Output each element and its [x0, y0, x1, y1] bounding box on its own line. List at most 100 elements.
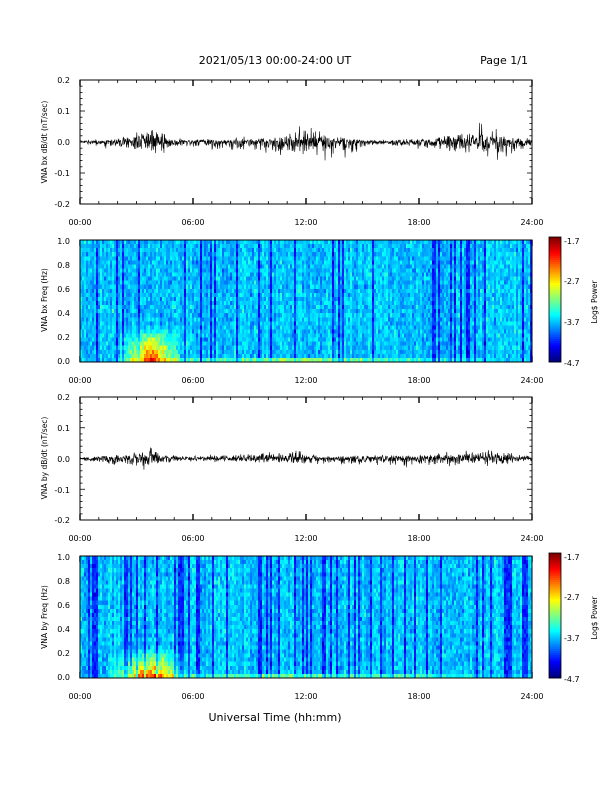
spectrogram-cell: [320, 272, 323, 277]
spectrogram-cell: [370, 317, 373, 322]
spectrogram-cell: [124, 244, 127, 249]
spectrogram-cell: [292, 301, 295, 306]
spectrogram-cell: [342, 284, 345, 290]
spectrogram-cell: [136, 329, 139, 334]
x-axis-label: Universal Time (hh:mm): [209, 711, 342, 724]
waveform-line: [79, 122, 533, 161]
spectrogram-cell: [154, 337, 157, 343]
spectrogram-cell: [166, 317, 169, 322]
spectrogram-cell: [360, 240, 363, 245]
spectrogram-cell: [314, 244, 317, 249]
spectrogram-cell: [282, 333, 285, 338]
spectrogram-cell: [296, 321, 299, 326]
spectrogram-cell: [110, 317, 113, 322]
spectrogram-cell: [216, 341, 219, 347]
spectrogram-cell: [190, 345, 193, 351]
spectrogram-cell: [160, 301, 163, 306]
spectrogram-cell: [262, 329, 265, 334]
spectrogram-cell: [352, 345, 355, 351]
spectrogram-cell: [190, 292, 193, 298]
spectrogram-cell: [80, 317, 83, 322]
spectrogram-cell: [278, 313, 281, 318]
spectrogram-cell: [204, 292, 207, 298]
spectrogram-cell: [352, 252, 355, 257]
spectrogram-cell: [282, 264, 285, 269]
spectrogram-cell: [234, 272, 237, 277]
spectrogram-cell: [212, 260, 215, 265]
spectrogram-cell: [140, 325, 143, 330]
spectrogram-cell: [318, 309, 321, 314]
spectrogram-cell: [354, 292, 357, 298]
spectrogram-cell: [136, 288, 139, 294]
spectrogram-cell: [302, 313, 305, 318]
spectrogram-cell: [376, 305, 379, 310]
spectrogram-cell: [142, 357, 145, 363]
spectrogram-cell: [310, 317, 313, 322]
xtick-label: 18:00: [407, 218, 430, 227]
spectrogram-cell: [166, 313, 169, 318]
spectrogram-cell: [220, 333, 223, 338]
spectrogram-cell: [104, 276, 107, 282]
spectrogram-cell: [388, 296, 391, 302]
spectrogram-cell: [266, 280, 269, 286]
spectrogram-cell: [334, 345, 337, 351]
spectrogram-cell: [292, 244, 295, 249]
spectrogram-cell: [96, 268, 99, 273]
spectrogram-cell: [138, 248, 141, 253]
spectrogram-cell: [348, 325, 351, 330]
spectrogram-cell: [116, 317, 119, 322]
spectrogram-cell: [120, 329, 123, 334]
spectrogram-cell: [288, 333, 291, 338]
spectrogram-cell: [214, 252, 217, 257]
spectrogram-cell: [292, 325, 295, 330]
spectrogram-cell: [220, 329, 223, 334]
spectrogram-cell: [98, 296, 101, 302]
spectrogram-cell: [354, 341, 357, 347]
spectrogram-cell: [178, 325, 181, 330]
spectrogram-cell: [130, 288, 133, 294]
spectrogram-cell: [224, 260, 227, 265]
spectrogram-cell: [256, 333, 259, 338]
spectrogram-cell: [284, 337, 287, 343]
spectrogram-cell: [82, 349, 85, 355]
spectrogram-cell: [254, 252, 257, 257]
spectrogram-cell: [302, 292, 305, 298]
spectrogram-cell: [148, 325, 151, 330]
spectrogram-cell: [108, 240, 111, 245]
spectrogram-cell: [198, 301, 201, 306]
spectrogram-cell: [116, 280, 119, 286]
spectrogram-cell: [386, 252, 389, 257]
spectrogram-cell: [346, 317, 349, 322]
spectrogram-cell: [344, 264, 347, 269]
spectrogram-cell: [128, 333, 131, 338]
spectrogram-cell: [396, 240, 399, 245]
spectrogram-cell: [350, 345, 353, 351]
spectrogram-cell: [294, 305, 297, 310]
spectrogram-cell: [216, 296, 219, 302]
spectrogram-cell: [286, 240, 289, 245]
spectrogram-cell: [298, 305, 301, 310]
spectrogram-cell: [160, 264, 163, 269]
spectrogram-cell: [236, 301, 239, 306]
ytick-label: 0.8: [57, 577, 70, 586]
spectrogram-cell: [296, 345, 299, 351]
spectrogram-cell: [226, 357, 229, 363]
spectrogram-cell: [262, 345, 265, 351]
spectrogram-cell: [200, 321, 203, 326]
spectrogram-cell: [380, 240, 383, 245]
spectrogram-cell: [298, 280, 301, 286]
spectrogram-cell: [320, 305, 323, 310]
spectrogram-cell: [94, 252, 97, 257]
spectrogram-cell: [276, 321, 279, 326]
spectrogram-cell: [194, 357, 197, 363]
spectrogram-cell: [242, 264, 245, 269]
spectrogram-cell: [202, 280, 205, 286]
colorbar-tick: -2.7: [564, 277, 580, 286]
spectrogram-cell: [362, 357, 365, 363]
spectrogram-cell: [324, 353, 327, 359]
spectrogram-cell: [306, 305, 309, 310]
spectrogram-cell: [280, 337, 283, 343]
spectrogram-cell: [366, 288, 369, 294]
spectrogram-cell: [304, 244, 307, 249]
spectrogram-cell: [102, 349, 105, 355]
